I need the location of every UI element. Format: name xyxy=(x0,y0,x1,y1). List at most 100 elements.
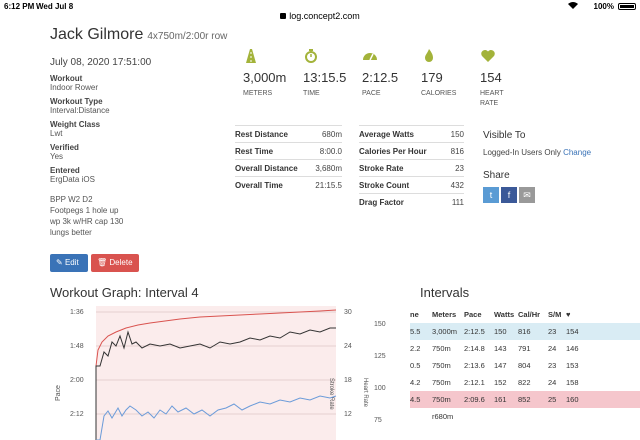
row-value: 8:00.0 xyxy=(319,146,342,156)
note-line: BPP W2 D2 xyxy=(50,195,93,204)
field-value: Yes xyxy=(50,152,64,161)
cell: 147 xyxy=(494,361,507,370)
facebook-share-button[interactable]: f xyxy=(501,187,517,203)
lock-icon xyxy=(280,13,287,19)
sr-axis-label: Stroke Rate xyxy=(328,378,334,410)
hr-tick: 125 xyxy=(374,353,386,360)
cell: 143 xyxy=(494,344,507,353)
cell: 2:13.6 xyxy=(464,361,485,370)
graph-plot-area xyxy=(96,306,336,440)
edit-button[interactable]: ✎ Edit xyxy=(50,254,88,272)
pencil-icon: ✎ xyxy=(56,258,63,267)
col-header: Cal/Hr xyxy=(518,310,541,319)
row-value: 150 xyxy=(450,129,464,139)
row-key: Overall Time xyxy=(235,180,283,190)
col-header: Meters xyxy=(432,310,457,319)
road-icon xyxy=(246,49,256,63)
row-key: Stroke Rate xyxy=(359,163,404,173)
stopwatch-icon xyxy=(305,49,317,63)
twitter-share-button[interactable]: t xyxy=(483,187,499,203)
status-date: Wed Jul 8 xyxy=(36,2,74,11)
cell: 24 xyxy=(548,378,557,387)
wifi-icon xyxy=(568,2,578,9)
cell: 160 xyxy=(566,395,579,404)
row-key: Drag Factor xyxy=(359,197,404,207)
delete-label: Delete xyxy=(109,258,133,267)
workout-notes: BPP W2 D2 Footpegs 1 hole up wp 3k w/HR … xyxy=(50,194,230,238)
field-value: Interval:Distance xyxy=(50,106,110,115)
cell: 4.5 xyxy=(410,395,421,404)
stat-value: 13:15.5 xyxy=(303,70,347,85)
row-value: 680m xyxy=(321,129,342,139)
intervals-table: ne Meters Pace Watts Cal/Hr S/M ♥ 5.5 3,… xyxy=(410,306,640,425)
stat-label: HEART RATE xyxy=(480,90,504,107)
cell: 3,000m xyxy=(432,327,458,336)
cell: 804 xyxy=(518,361,531,370)
pace-tick: 2:00 xyxy=(70,377,84,384)
stat-time: 13:15.5 TIME xyxy=(303,48,363,99)
heart-icon: ♥ xyxy=(566,310,571,319)
field-label: Verified xyxy=(50,143,79,152)
workout-date: July 08, 2020 17:51:00 xyxy=(50,57,152,68)
email-share-button[interactable]: ✉ xyxy=(519,187,535,203)
cell: 0.5 xyxy=(410,361,421,370)
cell: 146 xyxy=(566,344,579,353)
cell: 150 xyxy=(494,327,507,336)
note-line: lungs better xyxy=(50,228,92,237)
note-line: Footpegs 1 hole up xyxy=(50,206,119,215)
cell: 25 xyxy=(548,395,557,404)
col-header: ne xyxy=(410,310,419,319)
change-visibility-link[interactable]: Change xyxy=(563,148,592,157)
field-value: ErgData iOS xyxy=(50,175,95,184)
battery-percent: 100% xyxy=(593,2,614,11)
table-row[interactable]: 5.5 3,000m 2:12.5 150 816 23 154 xyxy=(410,323,640,340)
cell: 816 xyxy=(518,327,531,336)
table-row[interactable]: 0.5 750m 2:13.6 147 804 23 153 xyxy=(410,357,640,374)
row-value: 432 xyxy=(450,180,464,190)
url-text: log.concept2.com xyxy=(289,11,360,21)
pace-tick: 2:12 xyxy=(70,411,84,418)
row-key: Rest Time xyxy=(235,146,274,156)
cell: 750m xyxy=(432,395,451,404)
visibility-title: Visible To xyxy=(483,130,526,141)
status-bar: 6:12 PM Wed Jul 8 log.concept2.com 100% xyxy=(0,0,640,26)
rest-table: Rest Distance 680m Rest Time 8:00.0 Overal… xyxy=(235,125,342,193)
stat-label: METERS xyxy=(243,90,273,97)
row-value: 23 xyxy=(455,163,464,173)
row-value: 3,680m xyxy=(315,163,342,173)
cell: 2:09.6 xyxy=(464,395,485,404)
table-row[interactable]: 4.5 750m 2:09.6 161 852 25 160 xyxy=(410,391,640,408)
heart-icon xyxy=(481,50,495,62)
heart-rate-line xyxy=(95,309,337,367)
table-row[interactable]: 2.2 750m 2:14.8 143 791 24 146 xyxy=(410,340,640,357)
edit-label: Edit xyxy=(64,258,79,267)
cell: 750m xyxy=(432,344,451,353)
cell: 152 xyxy=(494,378,507,387)
row-value: 111 xyxy=(451,197,464,207)
stat-value: 154 xyxy=(480,70,502,85)
table-row: Average Watts 150 xyxy=(359,125,464,142)
workout-subtitle: 4x750m/2:00r row xyxy=(147,31,228,42)
note-line: wp 3k w/HR cap 130 xyxy=(50,217,124,226)
cell: 791 xyxy=(518,344,531,353)
stat-calories: 179 CALORIES xyxy=(421,48,481,99)
stat-label: CALORIES xyxy=(421,90,457,97)
stat-value: 179 xyxy=(421,70,443,85)
field-label: Workout Type xyxy=(50,97,103,106)
cell: 158 xyxy=(566,378,579,387)
table-row: Stroke Rate 23 xyxy=(359,159,464,176)
cell: 822 xyxy=(518,378,531,387)
table-row[interactable]: r680m xyxy=(410,408,640,425)
pace-tick: 1:36 xyxy=(70,309,84,316)
row-key: Average Watts xyxy=(359,129,414,139)
trash-icon: 🗑 xyxy=(97,258,108,267)
hr-tick: 75 xyxy=(374,417,382,424)
stat-pace: 2:12.5 PACE xyxy=(362,48,422,99)
graph-title: Workout Graph: Interval 4 xyxy=(50,285,199,300)
table-row[interactable]: 4.2 750m 2:12.1 152 822 24 158 xyxy=(410,374,640,391)
row-value: 21:15.5 xyxy=(315,180,342,190)
delete-button[interactable]: 🗑 Delete xyxy=(91,254,139,272)
stat-label: TIME xyxy=(303,90,320,97)
cell: 2:14.8 xyxy=(464,344,485,353)
address-bar[interactable]: log.concept2.com xyxy=(0,11,640,21)
